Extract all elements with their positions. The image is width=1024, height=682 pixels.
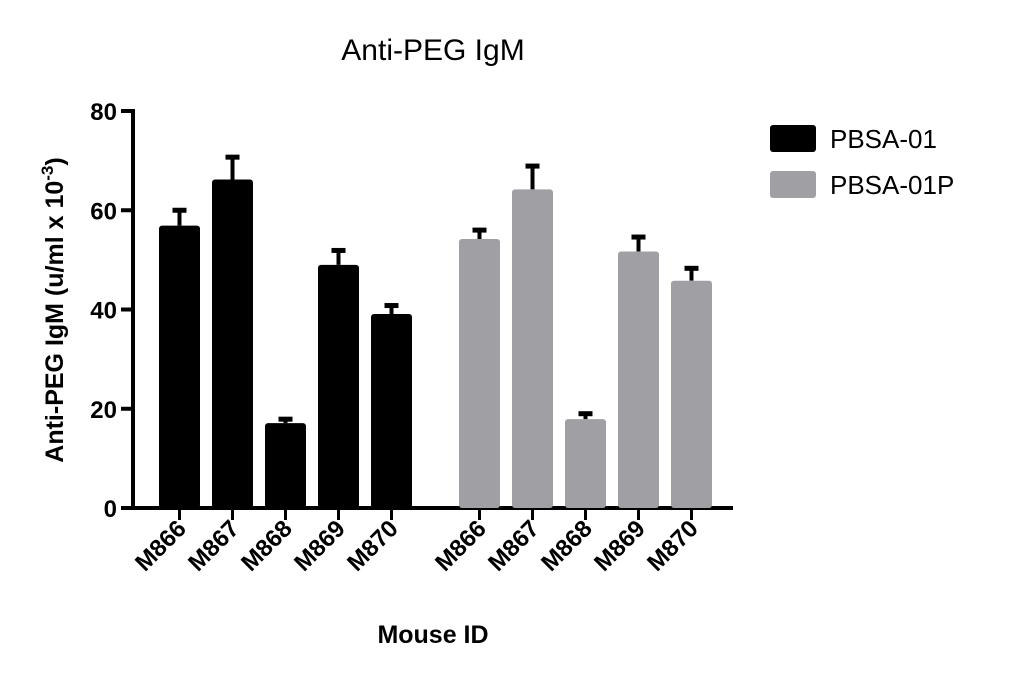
y-axis-label-close: ) [41, 157, 69, 165]
x-tick-label: M868 [236, 515, 298, 577]
x-tick-label: M866 [130, 515, 192, 577]
bar-pbsa-01-m866 [159, 225, 200, 509]
x-tick-label: M869 [289, 515, 351, 577]
y-axis-label-exponent: -3 [38, 166, 57, 181]
chart-title: Anti-PEG IgM [341, 34, 524, 67]
legend-swatch [770, 125, 816, 152]
y-axis-label: Anti-PEG IgM (u/ml x 10-3) [38, 157, 69, 462]
y-tick-label: 60 [90, 198, 117, 225]
bar-pbsa-01-m867 [212, 179, 253, 509]
x-tick-label: M869 [589, 515, 651, 577]
legend-swatch [770, 171, 816, 198]
bar-pbsa-01p-m870 [671, 280, 712, 508]
legend-label: PBSA-01 [830, 124, 937, 154]
bar-pbsa-01p-m867 [512, 189, 553, 508]
bar-pbsa-01-m869 [318, 264, 359, 508]
bar-pbsa-01p-m868 [565, 419, 606, 508]
x-tick-label: M866 [430, 515, 492, 577]
x-tick-label: M870 [342, 515, 404, 577]
y-tick-label: 40 [90, 298, 117, 325]
y-tick-label: 0 [104, 496, 117, 523]
bar-pbsa-01p-m869 [618, 251, 659, 508]
x-tick-label: M867 [483, 515, 545, 577]
legend-label: PBSA-01P [830, 170, 954, 200]
y-axis-label-main: Anti-PEG IgM (u/ml x 10 [41, 181, 69, 463]
bar-pbsa-01p-m866 [459, 239, 500, 508]
x-tick-label: M870 [642, 515, 704, 577]
x-tick-label: M867 [183, 515, 245, 577]
y-tick-label: 20 [90, 397, 117, 424]
y-tick-label: 80 [90, 99, 117, 126]
bar-pbsa-01-m868 [265, 423, 306, 508]
x-axis-label: Mouse ID [377, 621, 488, 649]
x-tick-label: M868 [536, 515, 598, 577]
bar-pbsa-01-m870 [371, 313, 412, 508]
